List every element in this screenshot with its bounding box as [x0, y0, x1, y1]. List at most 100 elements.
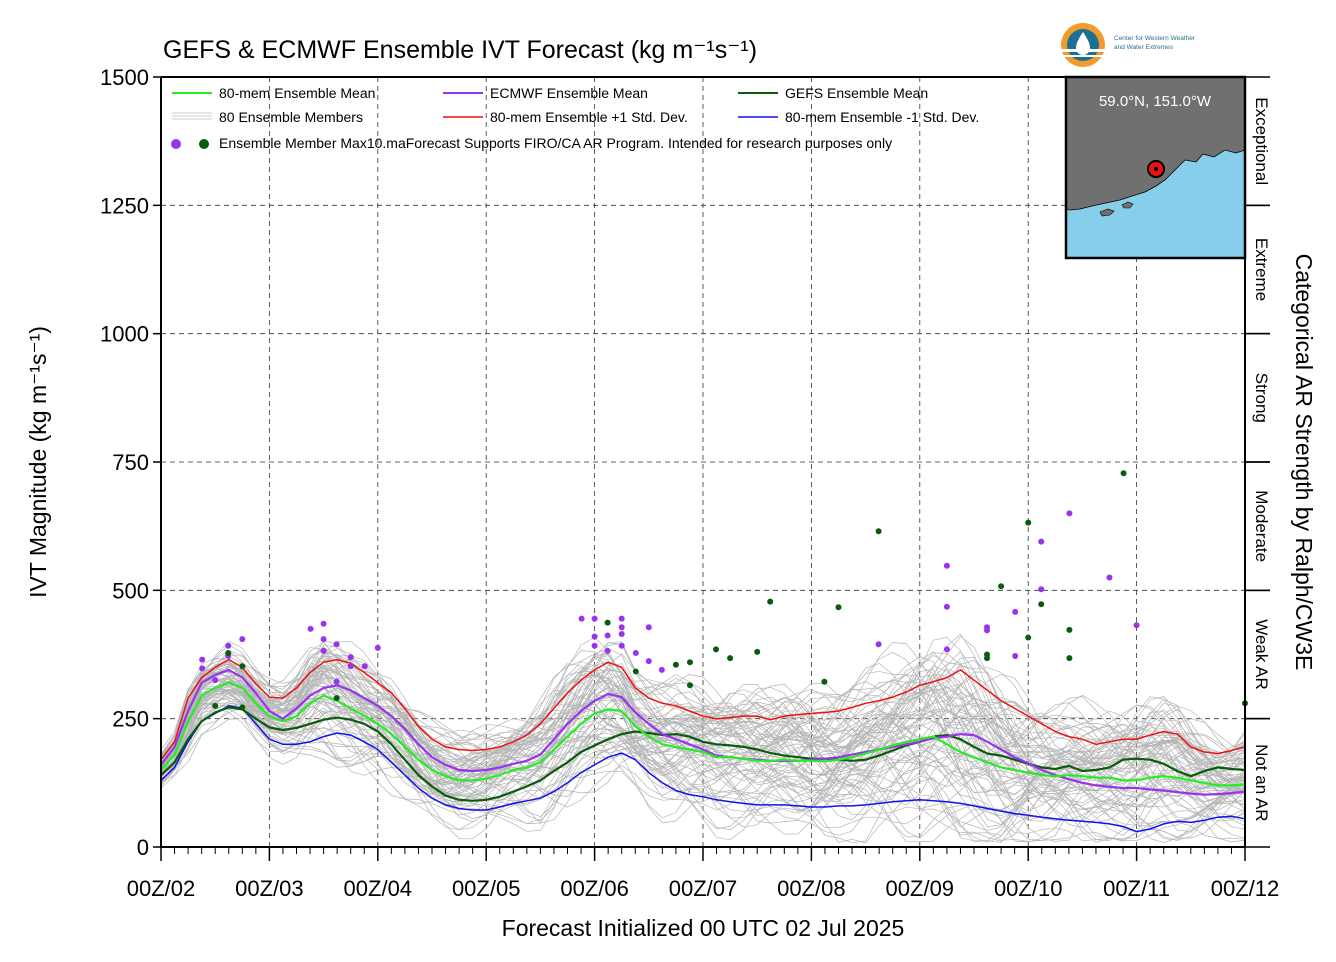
map-location-center: [1154, 167, 1158, 171]
x-tick-label: 00Z/03: [235, 876, 304, 901]
member-max-dot-gefs: [604, 619, 611, 626]
ensemble-member-line: [160, 671, 1246, 802]
member-max-dot-gefs: [239, 663, 246, 670]
x-tick-label: 00Z/12: [1211, 876, 1280, 901]
member-max-dot-gefs: [727, 655, 734, 662]
series-line-ecmwf-ensemble-mean: [160, 668, 1246, 796]
legend-label-plus-std: 80-mem Ensemble +1 Std. Dev.: [490, 109, 688, 125]
member-max-dot-ecmwf: [320, 647, 327, 654]
member-max-dot-ecmwf: [199, 665, 206, 672]
member-max-dot-ecmwf: [347, 654, 354, 661]
ensemble-member-line: [160, 650, 1246, 795]
member-max-dot-ecmwf: [320, 636, 327, 643]
y-tick-label: 750: [112, 450, 149, 475]
ensemble-member-line: [160, 661, 1246, 781]
member-max-dot-gefs: [333, 695, 340, 702]
ensemble-member-line: [160, 640, 1246, 765]
ensemble-member-line: [160, 702, 1246, 822]
legend-label-member-max: Ensemble Member Max10.maForecast Support…: [219, 135, 892, 151]
legend-dot-ecmwf: [171, 139, 181, 149]
member-max-dot-ecmwf: [984, 627, 991, 634]
legend-label-minus-std: 80-mem Ensemble -1 Std. Dev.: [785, 109, 979, 125]
logo-text-line1: Center for Western Weather: [1114, 35, 1196, 42]
member-max-dot-ecmwf: [1012, 653, 1019, 660]
member-max-dot-gefs: [713, 646, 720, 653]
member-max-dot-ecmwf: [333, 641, 340, 648]
member-max-dots-layer: [199, 470, 1248, 711]
ensemble-member-line: [160, 707, 1246, 842]
category-label: Moderate: [1252, 490, 1271, 562]
map-frame: [1064, 75, 1247, 260]
member-max-dot-ecmwf: [239, 636, 246, 643]
category-label: Not an AR: [1252, 744, 1271, 822]
ensemble-member-line: [160, 648, 1246, 796]
x-tick-label: 00Z/07: [669, 876, 738, 901]
category-label: Exceptional: [1252, 97, 1271, 185]
category-label: Extreme: [1252, 238, 1271, 301]
category-label: Strong: [1252, 373, 1271, 423]
member-max-dot-ecmwf: [591, 642, 598, 649]
series-layer: [160, 658, 1246, 833]
x-tick-label: 00Z/06: [560, 876, 629, 901]
member-max-dot-ecmwf: [307, 625, 314, 632]
ensemble-member-line: [160, 696, 1246, 843]
member-max-dot-gefs: [835, 604, 842, 611]
member-max-dot-ecmwf: [618, 624, 625, 631]
member-max-dot-ecmwf: [943, 646, 950, 653]
member-max-dot-ecmwf: [212, 677, 219, 684]
map-location-label: 59.0°N, 151.0°W: [1099, 93, 1212, 110]
ensemble-member-line: [160, 653, 1246, 776]
member-max-dot-gefs: [754, 648, 761, 655]
member-max-dot-ecmwf: [645, 658, 652, 665]
member-max-dot-ecmwf: [618, 642, 625, 649]
ensemble-member-line: [160, 685, 1246, 814]
y-tick-label: 1250: [100, 193, 149, 218]
member-max-dot-gefs: [984, 655, 991, 662]
ensemble-member-line: [160, 665, 1246, 803]
ensemble-member-line: [160, 674, 1246, 789]
water-drop-icon: [1076, 32, 1090, 55]
x-axis-title: Forecast Initialized 00 UTC 02 Jul 2025: [502, 915, 905, 941]
ensemble-member-line: [160, 668, 1246, 804]
x-tick-label: 00Z/10: [994, 876, 1063, 901]
inset-map: 59.0°N, 151.0°W: [1064, 75, 1247, 260]
disclaimer-text: 10.maForecast Supports FIRO/CA AR Progra…: [367, 135, 892, 151]
member-max-dot-ecmwf: [1106, 574, 1113, 581]
member-max-dot-gefs: [998, 583, 1005, 590]
member-max-dot-gefs: [239, 704, 246, 711]
member-max-dot-gefs: [1038, 601, 1045, 608]
y-tick-labels: 0 250 500 750 1000 1250 1500: [100, 65, 149, 860]
map-island-1: [1099, 208, 1115, 217]
member-max-dot-ecmwf: [1066, 510, 1073, 517]
member-max-dot-gefs: [225, 649, 232, 656]
ensemble-member-line: [160, 690, 1246, 843]
member-max-dot-ecmwf: [618, 615, 625, 622]
axes-layer: [153, 76, 1270, 861]
member-max-dot-ecmwf: [347, 663, 354, 670]
member-max-dot-ecmwf: [618, 630, 625, 637]
member-max-dot-gefs: [1066, 655, 1073, 662]
y-tick-label: 1000: [100, 322, 149, 347]
ensemble-member-line: [160, 658, 1246, 767]
series-line-80-mem-ensemble-1-std-dev: [160, 705, 1246, 833]
logo-text-line2: and Water Extremes: [1114, 44, 1174, 51]
legend-label-ecmwf-mean: ECMWF Ensemble Mean: [490, 85, 648, 101]
ensemble-member-line: [160, 653, 1246, 767]
member-max-dot-gefs: [875, 528, 882, 535]
ensemble-members-layer: [160, 633, 1246, 844]
member-max-dot-ecmwf: [645, 624, 652, 631]
map-island-2: [1121, 201, 1134, 209]
y-tick-label: 0: [137, 835, 149, 860]
category-label: Weak AR: [1252, 619, 1271, 690]
x-tick-label: 00Z/11: [1103, 876, 1170, 901]
ensemble-member-line: [160, 665, 1246, 792]
member-max-dot-gefs: [767, 598, 774, 605]
member-max-dot-ecmwf: [591, 615, 598, 622]
ensemble-member-line: [160, 637, 1246, 771]
cw3e-logo: Center for Western Weather and Water Ext…: [1061, 23, 1196, 67]
series-line-80-mem-ensemble-mean: [160, 681, 1246, 787]
y-tick-label: 500: [112, 578, 149, 603]
x-tick-label: 00Z/08: [777, 876, 846, 901]
